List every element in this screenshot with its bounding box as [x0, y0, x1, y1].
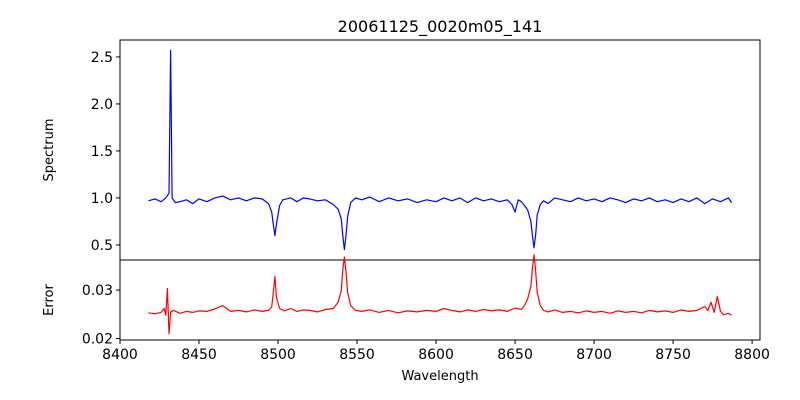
chart-title: 20061125_0020m05_141: [338, 17, 543, 37]
wavelength-x-tick-label: 8500: [260, 347, 296, 363]
wavelength-x-tick-label: 8650: [497, 347, 533, 363]
wavelength-x-tick-label: 8700: [576, 347, 612, 363]
spectrum-y-tick-label: 2.5: [91, 50, 113, 66]
wavelength-x-tick-label: 8450: [181, 347, 217, 363]
spectrum-y-axis-label: Spectrum: [42, 119, 57, 182]
error-series-line: [148, 254, 732, 335]
spectrum-y-tick-label: 0.5: [91, 238, 113, 254]
spectrum-y-tick-label: 1.5: [91, 144, 113, 160]
wavelength-x-tick-label: 8750: [655, 347, 691, 363]
wavelength-x-tick-label: 8800: [734, 347, 770, 363]
error-y-tick-label: 0.02: [82, 332, 113, 348]
error-panel: 0.02 0.03 8400 8450 8500 8550 8600 8650 8700 875…: [42, 254, 770, 384]
spectrum-series-line: [148, 49, 733, 251]
error-y-axis-label: Error: [42, 284, 57, 316]
wavelength-x-axis-label: Wavelength: [401, 369, 478, 384]
spectrum-panel: 0.5 1.0 1.5 2.0 2.5 Spectrum: [42, 39, 761, 261]
wavelength-x-tick-label: 8600: [418, 347, 454, 363]
wavelength-x-ticks: 8400 8450 8500 8550 8600 8650 8700 8750 8800: [102, 340, 770, 363]
error-y-tick-label: 0.03: [82, 283, 113, 299]
error-axes-frame: [119, 259, 761, 341]
wavelength-x-tick-label: 8400: [102, 347, 138, 363]
spectrum-y-tick-label: 1.0: [91, 191, 113, 207]
spectrum-y-tick-label: 2.0: [91, 97, 113, 113]
wavelength-x-tick-label: 8550: [339, 347, 375, 363]
spectrum-y-ticks: 0.5 1.0 1.5 2.0 2.5: [91, 50, 120, 254]
error-y-ticks: 0.02 0.03: [82, 283, 120, 348]
